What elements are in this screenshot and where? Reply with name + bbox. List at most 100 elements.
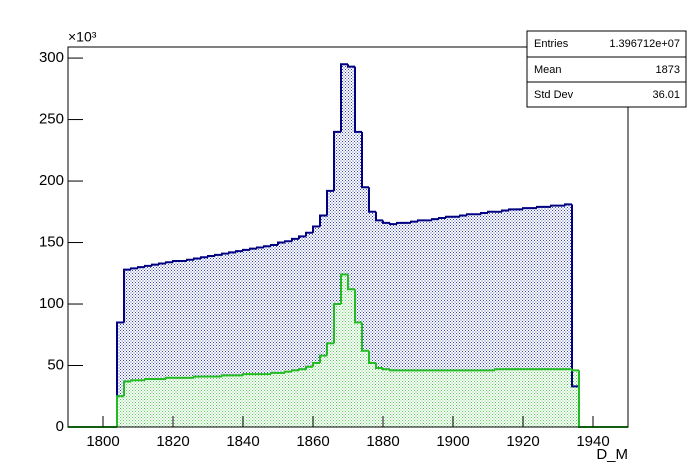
bar-outline	[389, 369, 397, 372]
bar	[187, 377, 194, 427]
bar	[341, 274, 348, 427]
plot-area	[68, 63, 628, 428]
bar	[376, 367, 383, 427]
bar-outline	[508, 208, 516, 211]
bar-outline	[326, 189, 334, 216]
bar-outline	[480, 212, 488, 215]
bar	[278, 372, 285, 427]
bar	[250, 374, 257, 427]
bar	[446, 216, 453, 427]
bar-outline	[242, 248, 250, 252]
x-axis-label: D_M	[596, 446, 628, 463]
bar	[313, 363, 320, 427]
bar	[201, 257, 208, 427]
bar	[215, 376, 222, 427]
bar-outline	[347, 64, 355, 68]
bar-outline	[438, 216, 446, 220]
bar-outline	[368, 187, 376, 213]
bar	[495, 211, 502, 427]
bar-outline	[137, 266, 145, 269]
bar-outline	[235, 250, 243, 253]
bar	[334, 131, 341, 427]
bar	[558, 205, 565, 427]
bar-outline	[291, 237, 299, 242]
bar	[306, 232, 313, 427]
bar	[145, 379, 152, 427]
bar-outline	[354, 66, 362, 133]
bar	[523, 208, 530, 427]
bar	[180, 260, 187, 427]
stats-frame	[526, 30, 687, 108]
bar-outline	[116, 321, 124, 427]
bar-outline	[284, 370, 292, 373]
bar	[397, 222, 404, 427]
y-tick-label: 200	[39, 172, 64, 189]
bar	[432, 219, 439, 427]
bar	[474, 370, 481, 427]
bar-outline	[417, 219, 425, 222]
bar-outline	[270, 371, 278, 375]
bar	[390, 224, 397, 427]
bar-outline	[165, 376, 173, 380]
stats-box: Entries 1.396712e+07 Mean 1873 Std Dev 3…	[526, 30, 687, 108]
bar-outline	[319, 214, 327, 227]
bar	[194, 258, 201, 427]
bar	[292, 370, 299, 427]
x-tick-label: 1880	[366, 433, 399, 450]
bar-outline	[144, 378, 152, 381]
bar	[355, 131, 362, 427]
bar-outline	[256, 246, 264, 249]
x-tick-label: 1900	[436, 433, 469, 450]
bar	[376, 220, 383, 427]
bar	[488, 370, 495, 427]
bar-outline	[466, 213, 474, 216]
bar-outline	[389, 222, 397, 226]
bar-outline	[291, 369, 299, 372]
bar	[474, 214, 481, 427]
bar	[537, 369, 544, 427]
bar-outline	[396, 221, 404, 225]
bar	[243, 249, 250, 427]
bar	[439, 370, 446, 427]
bar	[530, 369, 537, 427]
bar-outline	[277, 241, 285, 245]
frame	[67, 46, 629, 428]
bar	[495, 369, 502, 427]
bar-outline	[123, 268, 131, 323]
bar-outline	[200, 256, 208, 259]
bar-outline	[158, 262, 166, 265]
stat-value: 1.396712e+07	[609, 38, 680, 50]
bar	[173, 377, 180, 427]
bar	[271, 244, 278, 427]
y-tick-label: 300	[39, 49, 64, 66]
bar	[523, 369, 530, 427]
bar-outline	[347, 274, 355, 291]
bar	[383, 369, 390, 427]
y-multiplier: ×10³	[68, 29, 97, 45]
x-tick-label: 1860	[296, 433, 329, 450]
bar	[439, 217, 446, 427]
stat-label: Mean	[534, 64, 562, 76]
bar-outline	[333, 303, 341, 344]
bar	[236, 251, 243, 427]
bar	[187, 259, 194, 427]
bar	[285, 371, 292, 427]
bar	[432, 370, 439, 427]
bar	[299, 369, 306, 427]
bar	[348, 66, 355, 427]
bar	[537, 206, 544, 427]
bar	[404, 370, 411, 427]
stat-label: Std Dev	[534, 89, 574, 101]
bar	[369, 211, 376, 427]
bar	[467, 370, 474, 427]
bar	[264, 246, 271, 427]
bar-outline	[242, 373, 250, 376]
bar-outline	[382, 220, 390, 224]
bar-outline	[375, 211, 383, 222]
bar-outline	[368, 350, 376, 365]
bar	[446, 370, 453, 427]
bar	[285, 241, 292, 427]
bar	[264, 374, 271, 427]
bar	[453, 370, 460, 427]
